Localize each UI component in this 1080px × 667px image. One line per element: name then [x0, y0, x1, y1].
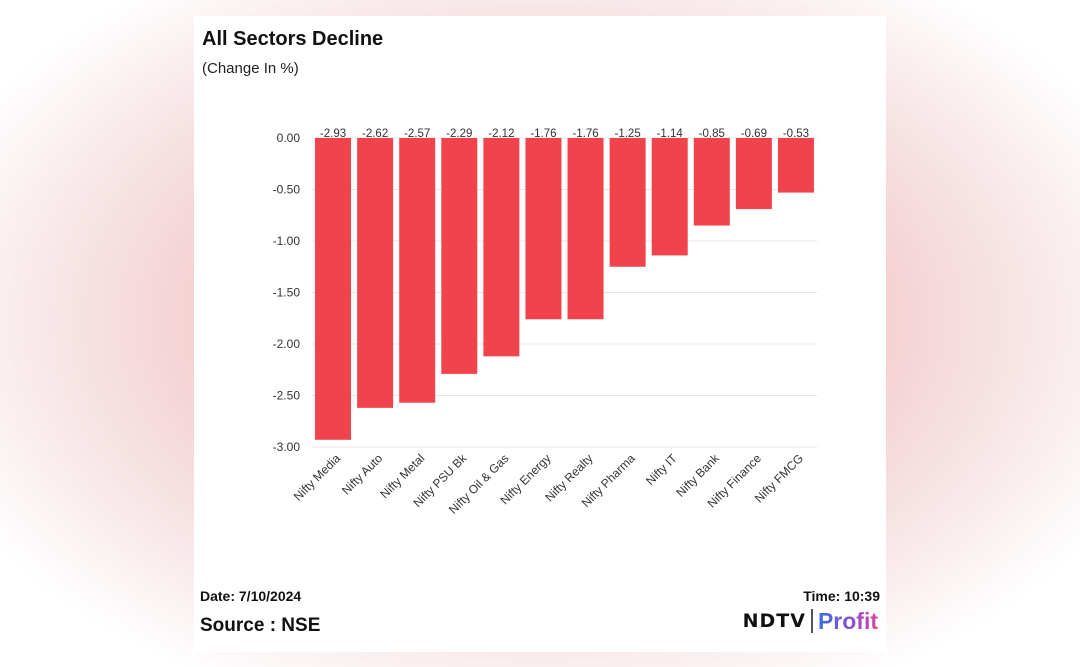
bar-chart: 0.00 -0.50 -1.00 -1.50 -2.00 -2.50 -3.00 -2.93 N…: [273, 128, 817, 517]
bar: [441, 138, 478, 374]
bar: [567, 138, 604, 320]
chart-title: All Sectors Decline: [202, 28, 384, 50]
bar: [609, 138, 646, 267]
bar: [357, 138, 394, 408]
data-label: -2.93: [320, 128, 346, 140]
data-label: -1.76: [530, 128, 556, 140]
chart-card: All Sectors Decline (Change In %) 0.00 -0…: [194, 16, 886, 652]
data-label: -2.62: [362, 128, 388, 140]
data-label: -1.14: [657, 128, 684, 140]
data-label: -0.69: [741, 128, 767, 140]
bar: [525, 138, 562, 320]
data-label: -2.12: [488, 128, 514, 140]
date-label: Date: 7/10/2024: [200, 588, 302, 604]
time-label: Time: 10:39: [803, 588, 880, 604]
bar: [693, 138, 730, 226]
source-label: Source : NSE: [200, 615, 321, 636]
x-tick-label: Nifty IT: [643, 451, 680, 488]
data-label: -1.76: [572, 128, 598, 140]
y-tick-label: -3.00: [273, 440, 301, 454]
data-label: -2.57: [404, 128, 430, 140]
data-label: -0.85: [699, 128, 725, 140]
chart-subtitle: (Change In %): [202, 60, 299, 77]
logo-profit-text: Profit: [817, 607, 878, 634]
y-tick-label: -2.50: [273, 389, 301, 403]
logo-ndtv-text: NDTV: [742, 610, 806, 632]
bar: [735, 138, 772, 210]
bar: [315, 138, 352, 440]
data-label: -1.25: [615, 128, 641, 140]
bar: [483, 138, 520, 357]
y-tick-label: -2.00: [273, 337, 301, 351]
y-tick-label: -1.00: [273, 234, 301, 248]
x-tick-label: Nifty Media: [291, 451, 344, 504]
bar: [777, 138, 814, 193]
bar: [399, 138, 436, 403]
bar: [651, 138, 688, 256]
data-label: -0.53: [783, 128, 809, 140]
y-tick-label: 0.00: [277, 131, 301, 145]
logo-divider: [810, 609, 813, 633]
data-label: -2.29: [446, 128, 472, 140]
y-tick-label: -1.50: [273, 286, 301, 300]
ndtv-profit-logo: NDTV Profit: [743, 606, 878, 636]
y-tick-label: -0.50: [273, 183, 301, 197]
